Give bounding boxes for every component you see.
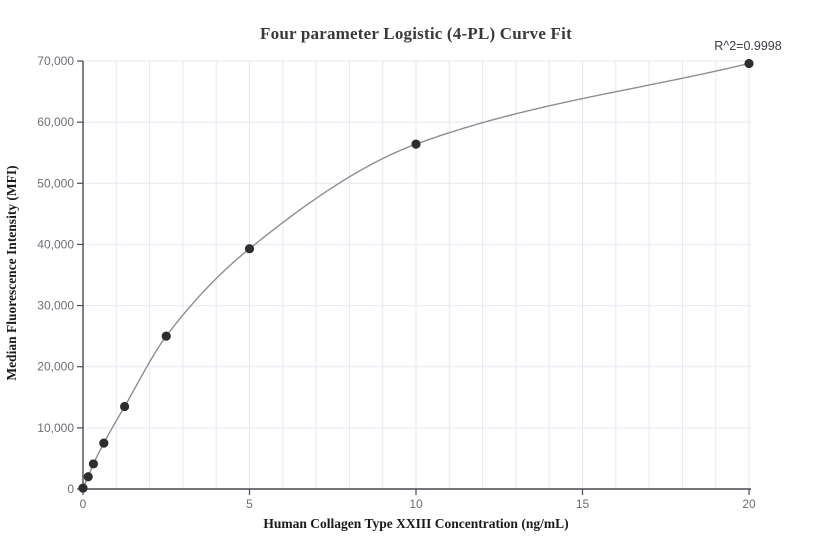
data-point bbox=[88, 459, 99, 469]
data-point bbox=[244, 244, 255, 254]
x-tick-label: 15 bbox=[576, 497, 590, 511]
x-axis-title: Human Collagen Type XXIII Concentration … bbox=[263, 516, 569, 531]
y-tick-label: 70,000 bbox=[37, 54, 74, 68]
data-point bbox=[120, 401, 130, 412]
y-tick-label: 60,000 bbox=[37, 115, 74, 129]
x-tick-label: 20 bbox=[742, 497, 756, 511]
r-squared-annotation: R^2=0.9998 bbox=[714, 39, 782, 53]
data-point bbox=[161, 331, 171, 341]
data-point bbox=[83, 472, 93, 482]
y-tick-label: 30,000 bbox=[37, 299, 74, 313]
y-tick-label: 50,000 bbox=[37, 176, 74, 190]
x-tick-label: 0 bbox=[80, 497, 87, 511]
x-tick-label: 10 bbox=[409, 497, 423, 511]
y-tick-label: 10,000 bbox=[37, 421, 74, 435]
y-tick-label: 0 bbox=[67, 482, 74, 496]
y-tick-label: 40,000 bbox=[37, 237, 74, 251]
data-point bbox=[78, 483, 88, 493]
data-point bbox=[411, 139, 421, 149]
y-tick-label: 20,000 bbox=[37, 360, 74, 374]
chart-title: Four parameter Logistic (4-PL) Curve Fit bbox=[260, 24, 572, 43]
data-point bbox=[99, 438, 109, 448]
x-tick-label: 5 bbox=[246, 497, 253, 511]
data-point bbox=[744, 58, 754, 69]
